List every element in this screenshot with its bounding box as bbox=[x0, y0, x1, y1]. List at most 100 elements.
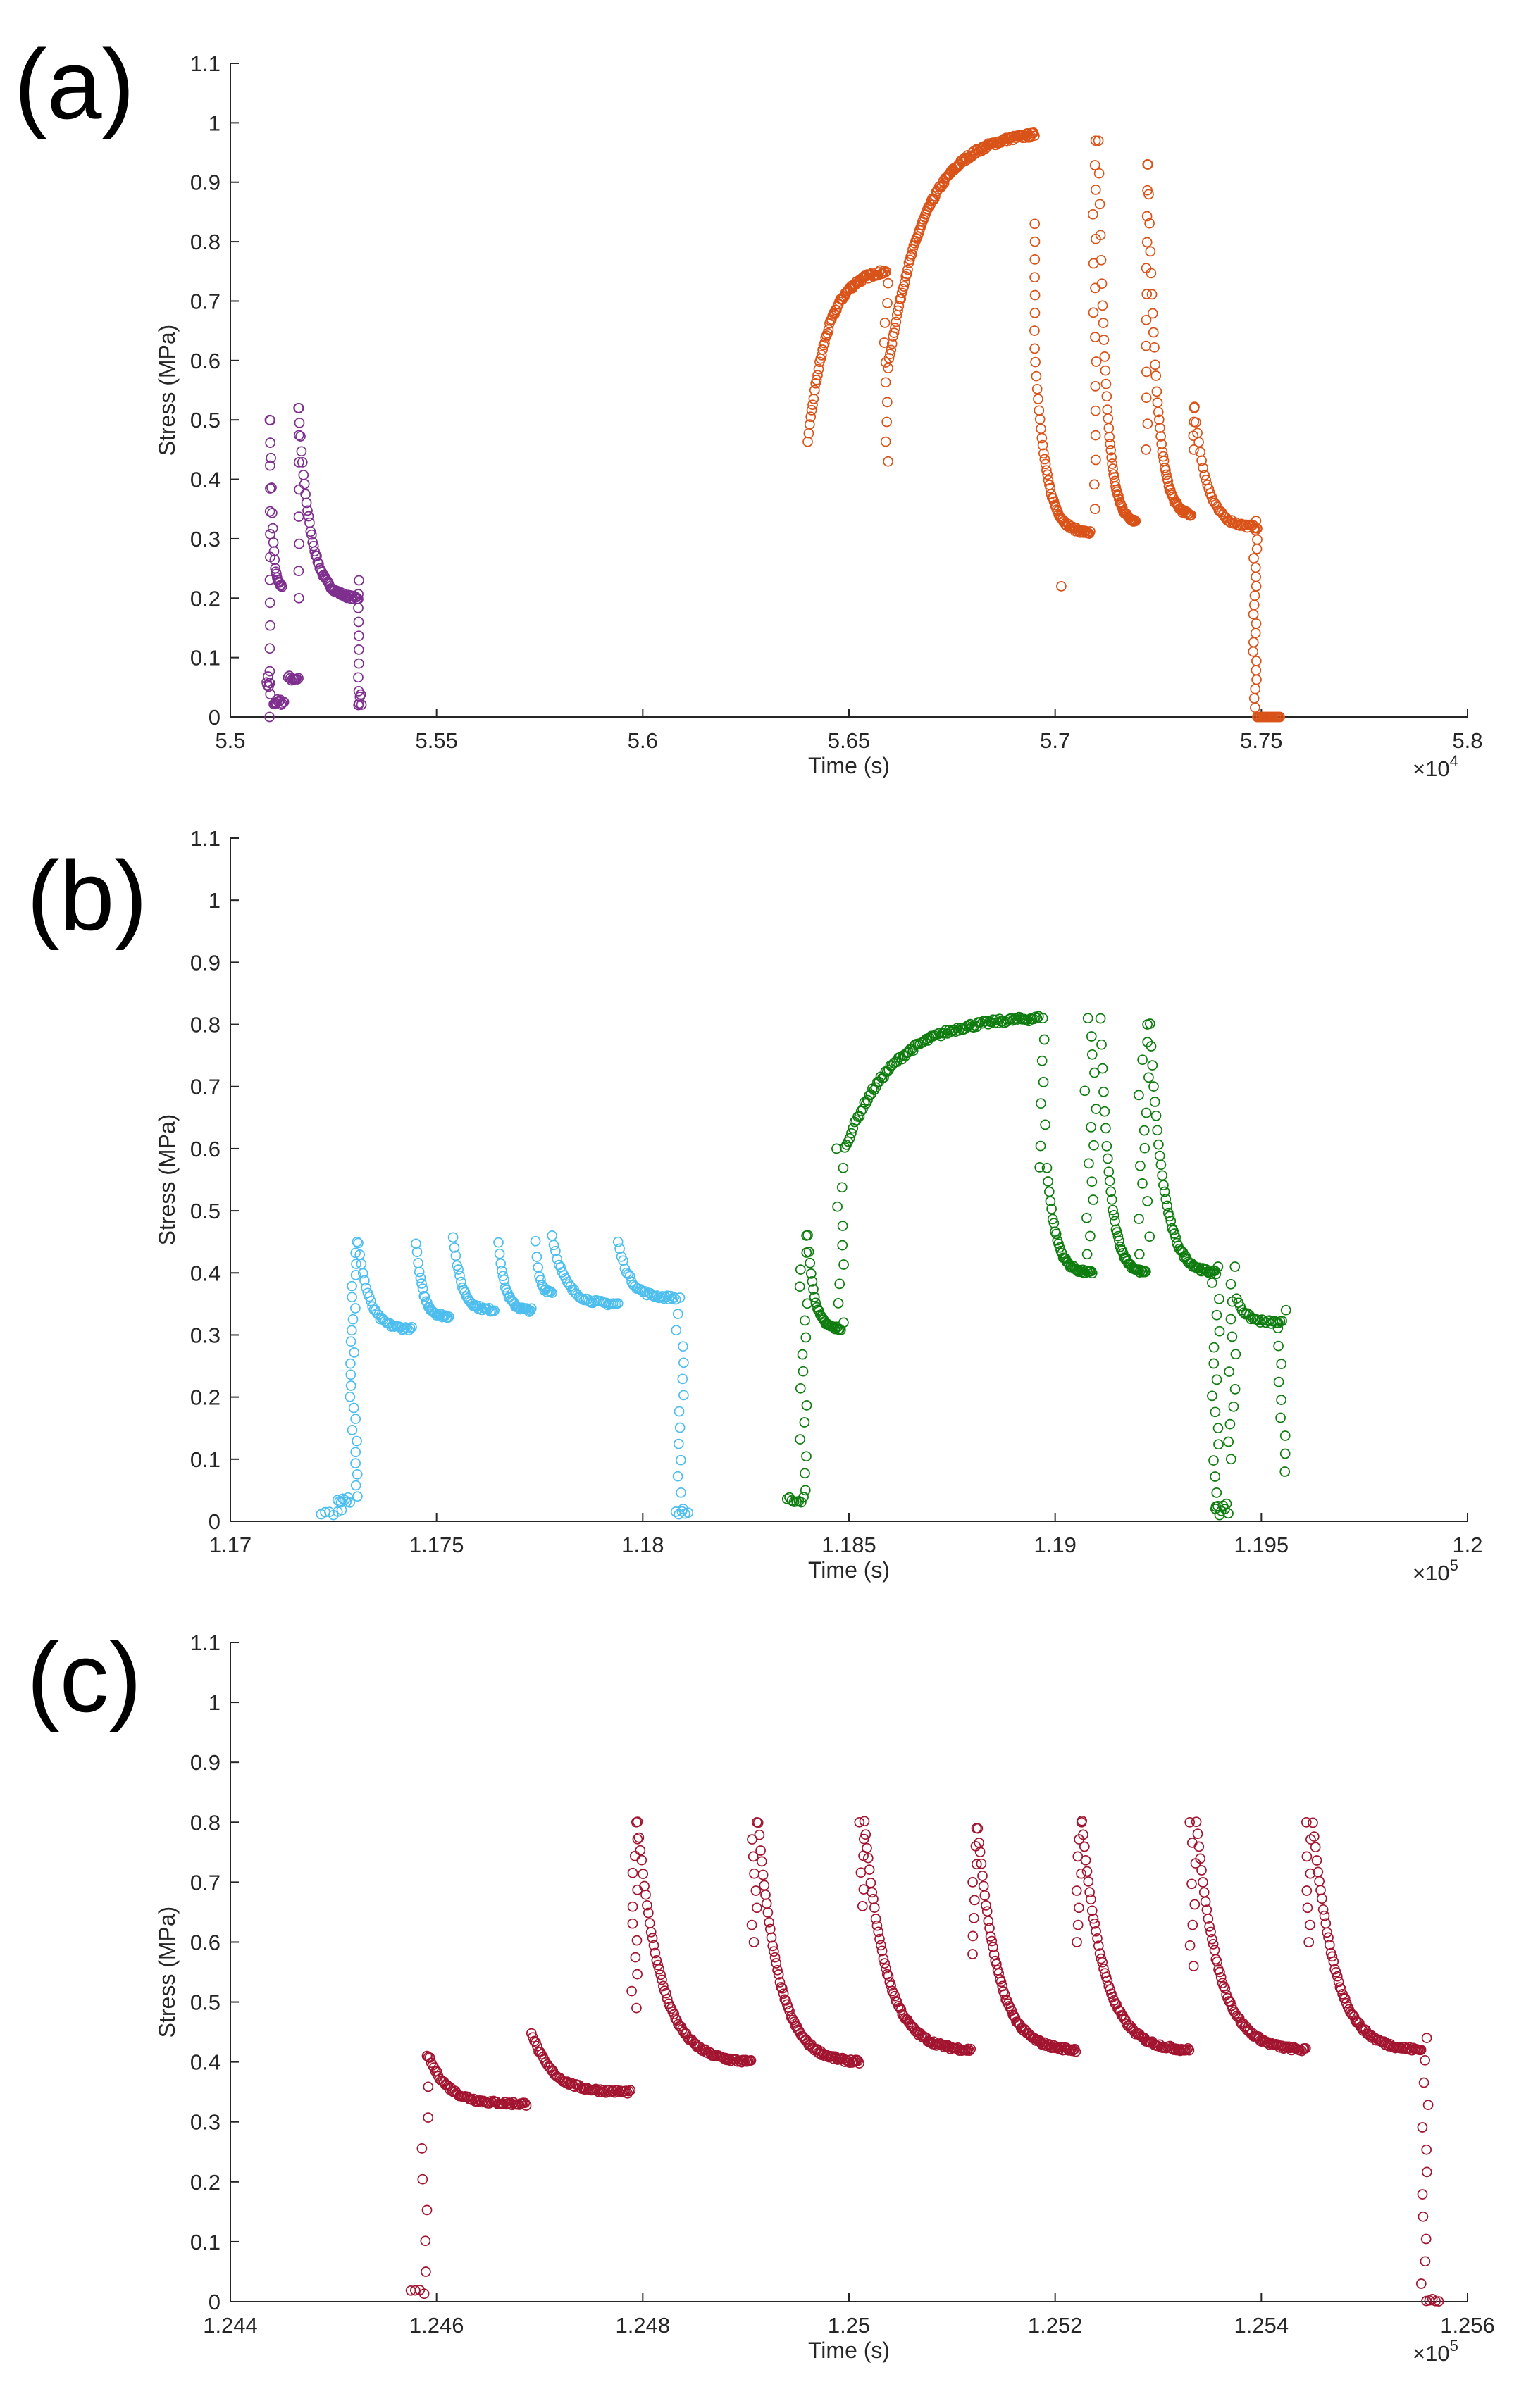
data-point bbox=[1151, 386, 1162, 397]
data-point bbox=[356, 699, 367, 710]
data-point bbox=[988, 1942, 998, 1952]
data-point bbox=[1029, 236, 1041, 247]
data-point bbox=[629, 1850, 640, 1861]
data-point bbox=[423, 2112, 434, 2123]
data-point bbox=[1039, 454, 1050, 465]
data-point bbox=[1086, 1122, 1096, 1133]
data-point bbox=[1155, 1159, 1167, 1171]
data-point bbox=[756, 1856, 767, 1867]
data-point bbox=[781, 1493, 793, 1504]
data-point bbox=[871, 1920, 883, 1931]
data-point bbox=[1141, 340, 1152, 351]
data-point bbox=[276, 581, 287, 592]
data-point bbox=[545, 1286, 557, 1297]
data-point bbox=[1276, 1359, 1287, 1369]
data-point bbox=[1308, 1831, 1320, 1842]
data-point bbox=[1096, 278, 1108, 289]
data-point bbox=[350, 1269, 361, 1280]
data-point bbox=[1148, 1081, 1159, 1092]
data-point bbox=[1036, 432, 1048, 444]
data-point bbox=[271, 698, 282, 709]
data-point bbox=[1112, 1230, 1124, 1242]
data-point bbox=[1150, 359, 1160, 370]
data-point bbox=[1153, 406, 1164, 418]
data-point bbox=[456, 1276, 466, 1287]
data-point bbox=[805, 411, 817, 423]
data-point bbox=[1323, 1932, 1334, 1943]
data-point bbox=[881, 397, 893, 408]
data-point bbox=[1252, 534, 1263, 545]
data-point bbox=[1091, 1926, 1101, 1937]
data-point bbox=[548, 1240, 559, 1251]
y-tick-label: 0.7 bbox=[190, 289, 221, 313]
data-point bbox=[794, 1281, 805, 1292]
data-point bbox=[1153, 414, 1165, 425]
data-point bbox=[1250, 702, 1260, 713]
data-series-1 bbox=[316, 1230, 694, 1521]
data-point bbox=[351, 592, 361, 603]
data-point bbox=[636, 1854, 647, 1866]
data-point bbox=[764, 1916, 774, 1928]
data-point bbox=[1208, 1342, 1220, 1353]
data-point bbox=[819, 337, 830, 349]
data-point bbox=[624, 1271, 635, 1282]
data-point bbox=[1102, 404, 1113, 415]
data-point bbox=[797, 1349, 808, 1360]
data-point bbox=[1137, 1178, 1148, 1189]
data-point bbox=[625, 2085, 636, 2096]
data-point bbox=[1250, 683, 1261, 694]
x-tick-label: 5.7 bbox=[1040, 728, 1070, 753]
data-point bbox=[293, 511, 304, 522]
x-scale-multiplier: ×105 bbox=[1413, 1557, 1458, 1585]
data-point bbox=[264, 597, 275, 609]
data-point bbox=[888, 327, 900, 338]
x-tick-label: 1.252 bbox=[1028, 2313, 1083, 2338]
data-point bbox=[1041, 465, 1052, 476]
data-point bbox=[302, 505, 313, 516]
data-point bbox=[1251, 571, 1261, 582]
data-point bbox=[774, 1977, 786, 1988]
data-point bbox=[489, 1305, 500, 1316]
data-point bbox=[639, 1880, 650, 1892]
x-tick-label: 1.195 bbox=[1234, 1533, 1289, 1557]
data-point bbox=[1086, 1905, 1098, 1916]
data-point bbox=[746, 1919, 757, 1930]
data-point bbox=[1102, 1153, 1113, 1164]
data-point bbox=[1251, 665, 1262, 676]
data-series-1 bbox=[261, 402, 367, 723]
data-point bbox=[674, 1406, 685, 1417]
data-point bbox=[650, 1947, 661, 1959]
data-point bbox=[883, 456, 893, 467]
data-point bbox=[967, 1877, 978, 1888]
data-point bbox=[874, 1933, 885, 1945]
data-point bbox=[627, 1901, 638, 1912]
data-point bbox=[805, 1268, 817, 1279]
data-point bbox=[798, 1366, 809, 1377]
data-point bbox=[345, 1391, 356, 1402]
data-point bbox=[1272, 1323, 1284, 1334]
data-point bbox=[1089, 1918, 1100, 1929]
data-point bbox=[800, 1468, 810, 1479]
data-point bbox=[1078, 1829, 1088, 1840]
data-point bbox=[893, 301, 905, 312]
data-point bbox=[1204, 1921, 1215, 1932]
y-tick-label: 0.4 bbox=[190, 1261, 221, 1285]
data-point bbox=[1106, 452, 1117, 463]
data-point bbox=[352, 1236, 363, 1247]
data-point bbox=[769, 1952, 781, 1963]
data-point bbox=[359, 1275, 370, 1286]
data-point bbox=[978, 1880, 989, 1892]
data-point bbox=[1097, 1957, 1108, 1968]
data-point bbox=[1147, 1060, 1158, 1071]
data-point bbox=[647, 1933, 658, 1944]
data-point bbox=[1096, 254, 1107, 266]
data-point bbox=[293, 592, 304, 604]
x-axis-title: Time (s) bbox=[808, 2338, 890, 2363]
data-point bbox=[1143, 159, 1153, 170]
data-point bbox=[1158, 451, 1169, 462]
data-point bbox=[1215, 1966, 1225, 1978]
data-point bbox=[832, 1201, 843, 1212]
data-point bbox=[299, 478, 310, 489]
data-point bbox=[1085, 526, 1096, 537]
data-point bbox=[988, 1949, 1000, 1960]
